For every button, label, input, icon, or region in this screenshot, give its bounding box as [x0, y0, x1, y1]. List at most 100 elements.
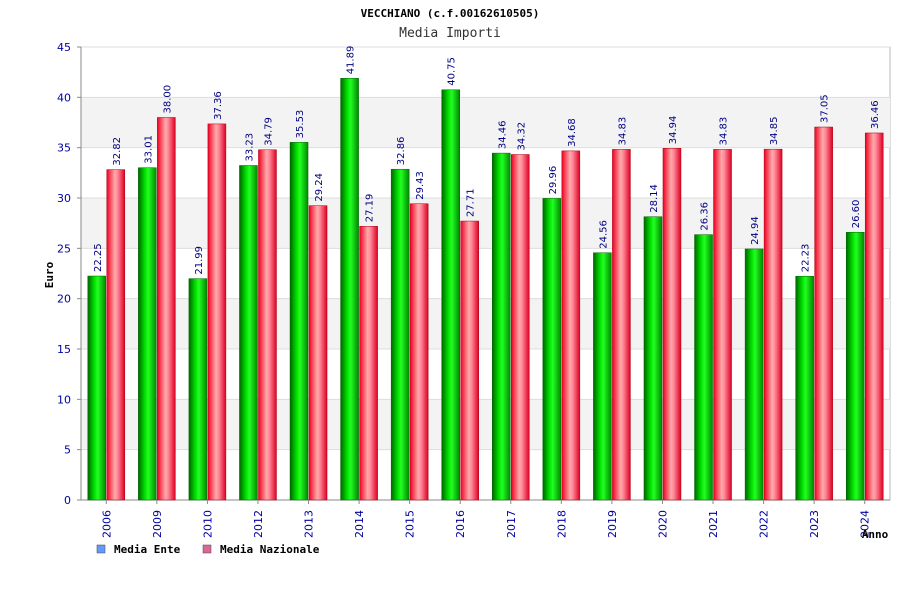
bar-media-ente-2009 — [138, 167, 157, 501]
bar-media-ente-2017 — [492, 152, 511, 501]
y-tick-label: 30 — [57, 192, 71, 205]
bar-media-ente-2023 — [795, 275, 814, 501]
legend-label-media-ente: Media Ente — [114, 543, 181, 556]
x-tick-label: 2012 — [252, 510, 265, 538]
data-label: 34.83 — [617, 117, 628, 146]
x-tick-label: 2019 — [606, 510, 619, 538]
data-label: 34.46 — [497, 120, 508, 149]
y-tick-label: 35 — [57, 142, 71, 155]
legend: Media Ente Media Nazionale — [96, 543, 320, 556]
x-axis-title: Anno — [862, 528, 889, 541]
bar-media-nazionale-2022 — [763, 148, 783, 501]
data-label: 29.43 — [415, 171, 426, 200]
data-label: 33.01 — [143, 135, 154, 164]
bar-media-ente-2021 — [694, 234, 713, 501]
bars — [87, 78, 884, 501]
data-label: 36.46 — [870, 100, 881, 129]
x-tick-label: 2022 — [758, 510, 771, 538]
bar-media-nazionale-2014 — [359, 226, 378, 501]
y-axis-title: Euro — [43, 261, 56, 288]
bar-media-nazionale-2013 — [308, 205, 328, 501]
data-label: 26.60 — [851, 200, 862, 229]
legend-swatch-media-ente — [96, 544, 106, 554]
data-label: 34.83 — [719, 117, 730, 146]
legend-label-media-nazionale: Media Nazionale — [220, 543, 320, 556]
chart-subtitle: Media Importi — [399, 26, 501, 41]
bar-media-nazionale-2017 — [511, 154, 530, 501]
bar-media-nazionale-2023 — [814, 126, 833, 501]
data-label: 27.71 — [466, 188, 477, 217]
data-labels: 22.25 32.82 33.01 38.00 21.99 37.36 33.23 34.79… — [93, 46, 881, 275]
x-axis-ticks: 2006 2009 2010 2012 2013 2014 2015 2016 2017 2018… — [100, 500, 872, 538]
bar-media-ente-2022 — [744, 248, 764, 501]
data-label: 32.86 — [396, 137, 407, 166]
data-label: 24.56 — [598, 220, 609, 249]
bar-media-nazionale-2024 — [864, 132, 884, 501]
bar-media-nazionale-2006 — [106, 169, 126, 501]
data-label: 33.23 — [244, 133, 255, 162]
data-label: 29.24 — [314, 173, 325, 202]
y-tick-label: 20 — [57, 293, 71, 306]
x-tick-label: 2014 — [353, 510, 366, 538]
data-label: 41.89 — [346, 46, 357, 75]
data-label: 28.14 — [649, 184, 660, 213]
y-tick-label: 40 — [57, 91, 71, 104]
data-label: 27.19 — [365, 194, 376, 223]
x-tick-label: 2023 — [808, 510, 821, 538]
data-label: 38.00 — [162, 85, 173, 114]
y-tick-label: 10 — [57, 393, 71, 406]
x-tick-label: 2006 — [100, 510, 113, 538]
x-tick-label: 2017 — [505, 510, 518, 538]
data-label: 32.82 — [112, 137, 123, 166]
data-label: 24.94 — [750, 216, 761, 245]
x-tick-label: 2015 — [404, 510, 417, 538]
y-tick-label: 0 — [64, 494, 71, 507]
data-label: 40.75 — [447, 57, 458, 86]
data-label: 34.79 — [263, 117, 274, 146]
bar-media-nazionale-2012 — [258, 149, 277, 501]
bar-media-ente-2013 — [289, 142, 309, 501]
data-label: 34.85 — [769, 117, 780, 146]
data-label: 22.23 — [801, 244, 812, 273]
data-label: 34.68 — [567, 118, 578, 147]
bar-media-ente-2024 — [845, 231, 865, 501]
bar-media-ente-2016 — [441, 89, 460, 501]
bar-media-nazionale-2019 — [612, 149, 631, 501]
data-label: 34.94 — [668, 116, 679, 145]
y-tick-label: 15 — [57, 343, 71, 356]
bar-media-ente-2020 — [643, 216, 663, 501]
legend-swatch-media-nazionale — [202, 544, 212, 554]
x-tick-label: 2013 — [303, 510, 316, 538]
bar-media-ente-2015 — [390, 168, 410, 501]
bar-media-nazionale-2021 — [713, 149, 732, 501]
bar-media-nazionale-2016 — [460, 220, 479, 501]
y-tick-label: 45 — [57, 41, 71, 54]
bar-media-nazionale-2020 — [662, 148, 682, 501]
chart-title: VECCHIANO (c.f.00162610505) — [361, 7, 540, 20]
bar-media-ente-2014 — [340, 78, 359, 501]
bar-media-nazionale-2009 — [157, 117, 176, 501]
x-tick-label: 2021 — [707, 510, 720, 538]
x-tick-label: 2024 — [859, 510, 872, 538]
x-tick-label: 2018 — [555, 510, 568, 538]
bar-media-ente-2012 — [239, 165, 258, 501]
x-tick-label: 2020 — [656, 510, 669, 538]
bar-media-ente-2019 — [593, 252, 612, 501]
data-label: 37.05 — [820, 94, 831, 123]
bar-media-nazionale-2015 — [409, 203, 429, 501]
y-tick-label: 5 — [64, 444, 71, 457]
bar-media-ente-2006 — [87, 275, 107, 501]
y-tick-label: 25 — [57, 242, 71, 255]
data-label: 35.53 — [295, 110, 306, 139]
data-label: 29.96 — [548, 166, 559, 195]
data-label: 22.25 — [93, 243, 104, 272]
x-tick-label: 2009 — [151, 510, 164, 538]
bar-media-ente-2010 — [188, 278, 208, 501]
x-tick-label: 2010 — [201, 510, 214, 538]
data-label: 37.36 — [213, 91, 224, 120]
data-label: 21.99 — [194, 246, 205, 275]
bar-media-ente-2018 — [542, 198, 562, 501]
bar-media-nazionale-2010 — [207, 123, 227, 501]
data-label: 34.32 — [516, 122, 527, 151]
